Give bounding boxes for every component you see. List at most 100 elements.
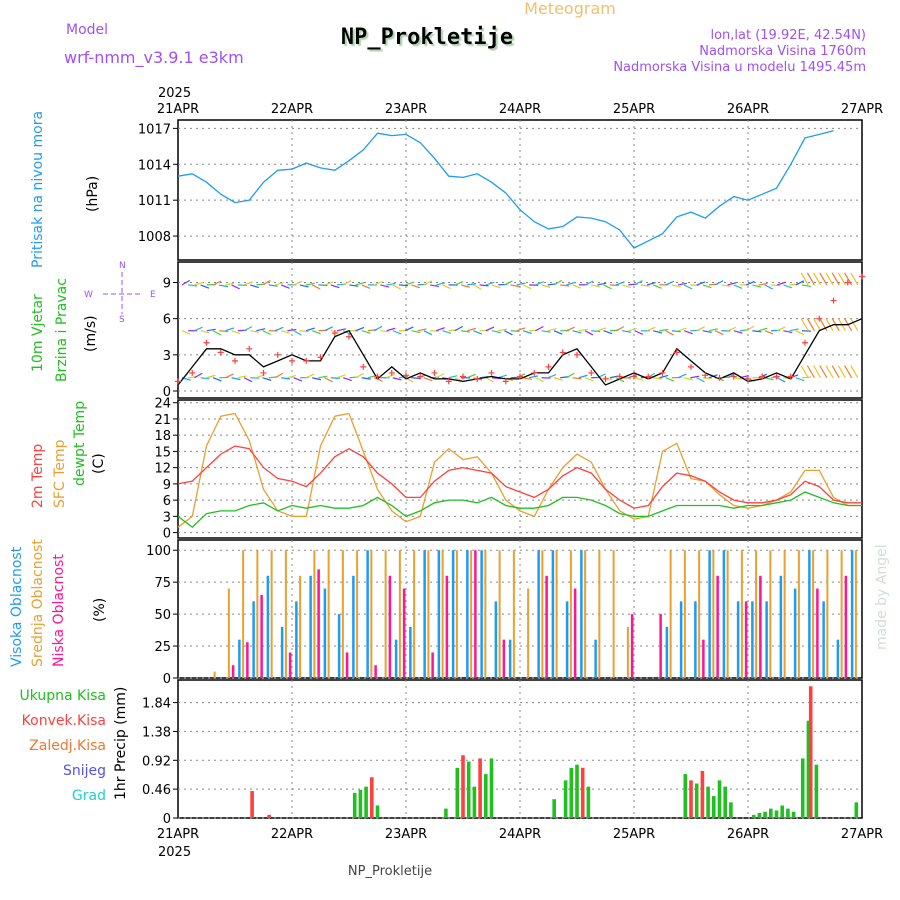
- cloud-bar: [431, 652, 434, 678]
- x-tick-label-top: 27APR: [841, 102, 883, 117]
- precip-bar: [706, 786, 710, 818]
- x-tick-label-bottom: 21APR: [157, 827, 199, 842]
- wind-arrow-icon: [373, 325, 383, 332]
- y-tick-label: 9: [163, 276, 171, 291]
- gust-marker: [773, 373, 780, 380]
- pressure-title: Pritisak na nivou mora: [30, 111, 46, 268]
- wind-arrow-icon: [280, 284, 290, 289]
- wind-arrow-icon: [634, 330, 644, 335]
- panel-frame: [177, 399, 863, 539]
- wind-arrow-icon: [343, 377, 352, 382]
- wind-arrow-icon: [646, 281, 656, 286]
- wind-arrow-icon: [777, 281, 786, 286]
- wind-arrow-icon: [231, 330, 241, 335]
- wind-arrow-icon: [801, 284, 811, 288]
- gust-marker: [360, 363, 367, 370]
- cloud-bar: [744, 601, 748, 678]
- precip-bar: [854, 802, 859, 818]
- cloud-bar: [384, 550, 387, 678]
- cloud-bar: [512, 550, 515, 678]
- wind-arrow-icon: [305, 373, 315, 379]
- gust-marker: [545, 363, 552, 370]
- wind-arrow-icon: [591, 284, 601, 288]
- precip-bar: [791, 811, 796, 818]
- y-tick-label: 1008: [138, 230, 171, 245]
- cloud-bar: [238, 639, 241, 678]
- wind-arrow-icon: [268, 284, 278, 287]
- precip-bar: [769, 808, 773, 818]
- wind-arrow-icon: [566, 372, 575, 379]
- wind-arrow-icon: [584, 377, 594, 382]
- compass-icon: N S W E: [84, 261, 156, 325]
- precip-bar: [569, 767, 574, 818]
- wind-arrow-icon: [683, 330, 693, 335]
- wind-arrow-icon: [243, 281, 253, 286]
- wind-arrow-icon: [485, 326, 495, 332]
- wind-arrow-icon: [219, 284, 229, 288]
- wind-arrow-icon: [665, 280, 675, 286]
- y-tick-label: 1017: [138, 122, 171, 137]
- y-tick-label: 1.84: [142, 697, 171, 712]
- precip-bar: [774, 810, 779, 818]
- wind-arrow-icon: [237, 375, 247, 379]
- legend-snow: Snijeg: [63, 763, 106, 779]
- cloud-bar: [356, 550, 359, 678]
- precip-bar: [808, 686, 813, 818]
- gust-marker: [260, 369, 267, 376]
- y-tick-label: 24: [154, 397, 171, 412]
- wind-arrow-icon: [800, 318, 809, 332]
- cloud-bar: [498, 550, 501, 678]
- wind-arrow-icon: [800, 272, 809, 286]
- wind-arrow-icon: [256, 328, 266, 332]
- wind-arrow-icon: [324, 326, 333, 332]
- wind-arrow-icon: [212, 280, 222, 286]
- wind-arrow-icon: [850, 272, 859, 286]
- cloud-bar: [783, 550, 786, 678]
- wind-arrow-icon: [522, 284, 532, 290]
- wind-arrow-icon: [404, 326, 414, 332]
- model-name: wrf-nmm_v3.9.1 e3km: [64, 48, 244, 68]
- model-label: Model: [66, 22, 108, 38]
- cloud-bar: [309, 575, 312, 678]
- cloud-bar: [708, 550, 711, 678]
- wind-arrow-icon: [200, 330, 210, 334]
- cloud-bar: [612, 550, 615, 678]
- precip-bar: [806, 720, 811, 818]
- wind-arrow-icon: [250, 330, 260, 333]
- wind-arrow-icon: [764, 330, 774, 335]
- wind-arrow-icon: [795, 377, 805, 382]
- gust-marker: [274, 351, 281, 358]
- wind-arrow-icon: [212, 330, 222, 336]
- wind-arrow-icon: [572, 330, 582, 334]
- wind-arrow-icon: [454, 280, 464, 286]
- wind-arrow-icon: [727, 326, 737, 332]
- cloud-bar: [374, 665, 377, 678]
- wind-arrow-icon: [696, 377, 705, 383]
- precip-bar: [489, 758, 494, 818]
- wind-arrow-icon: [324, 377, 333, 383]
- wind-arrow-icon: [460, 284, 470, 288]
- wind-arrow-icon: [831, 365, 840, 379]
- cloud-bar: [484, 550, 487, 678]
- wind-arrow-icon: [825, 365, 834, 379]
- precip-bar: [267, 814, 271, 818]
- cloud-bar: [626, 626, 629, 678]
- wind-title: 10m Vjetar: [30, 294, 46, 372]
- gust-marker: [631, 373, 637, 380]
- wind-arrow-icon: [800, 365, 809, 379]
- precip-bar: [689, 780, 693, 818]
- wind-arrow-icon: [578, 374, 588, 379]
- cloud-bar: [726, 550, 729, 678]
- wind-arrow-icon: [491, 330, 501, 334]
- wind-arrow-icon: [423, 280, 433, 286]
- cloud-bar: [256, 550, 259, 678]
- cloud-bar: [437, 550, 441, 678]
- wind-arrow-icon: [783, 284, 793, 289]
- wind-arrow-icon: [572, 284, 582, 289]
- wind-arrow-icon: [652, 284, 662, 289]
- y-tick-label: 3: [163, 349, 171, 364]
- wind-arrow-icon: [702, 377, 712, 379]
- wind-arrow-icon: [634, 377, 644, 381]
- station-title: NP_Prokletije: [341, 25, 513, 50]
- wind-arrow-icon: [293, 377, 303, 382]
